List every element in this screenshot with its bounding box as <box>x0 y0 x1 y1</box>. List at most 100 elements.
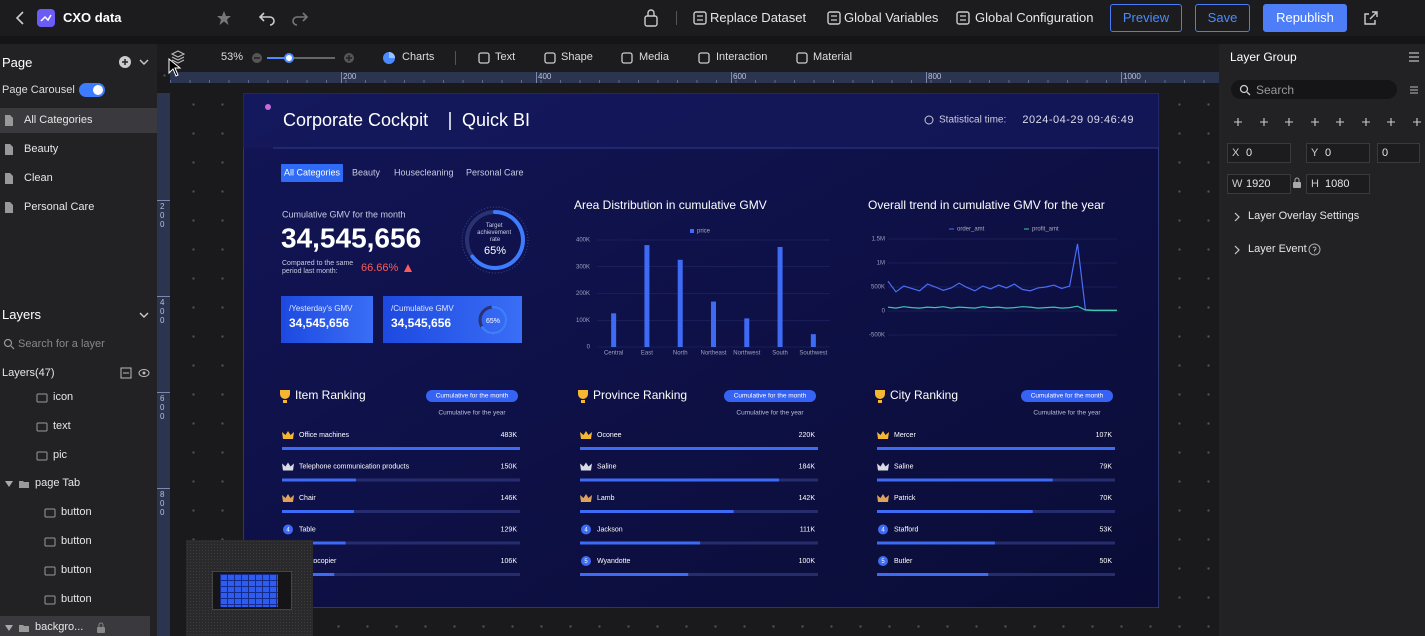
field[interactable]: H 1080 <box>1306 174 1370 194</box>
zoom-in[interactable] <box>343 52 355 64</box>
item-value: 220K <box>799 432 816 439</box>
expand-arrow[interactable] <box>1233 212 1241 222</box>
align-button[interactable] <box>1412 117 1422 127</box>
tab-month[interactable]: Cumulative for the month <box>734 393 807 400</box>
ruler-tick <box>157 296 170 297</box>
section-title[interactable]: Layer Overlay Settings <box>1248 210 1360 222</box>
header-button[interactable]: Republish <box>1263 4 1347 32</box>
item-name: Saline <box>894 463 914 470</box>
share-button[interactable] <box>1363 10 1379 26</box>
layer-icon <box>36 451 48 461</box>
expand-arrow[interactable] <box>4 624 14 632</box>
zoom-knob[interactable] <box>284 53 294 63</box>
header-button[interactable]: Preview <box>1110 4 1182 32</box>
tool-button[interactable]: Text <box>495 51 516 63</box>
visibility[interactable] <box>138 367 150 379</box>
page-item[interactable]: Clean <box>0 166 157 191</box>
search-box[interactable]: Search <box>1231 80 1397 99</box>
header-button[interactable]: Save <box>1195 4 1250 32</box>
x-tick-label: South <box>772 351 788 357</box>
ruler-label: 800 <box>160 490 165 517</box>
expand-arrow[interactable] <box>4 480 14 488</box>
page-item[interactable]: Beauty <box>0 137 157 162</box>
tool-button[interactable]: Interaction <box>716 51 768 63</box>
layer-item[interactable]: button <box>0 530 157 554</box>
tool-button[interactable]: Material <box>813 51 853 63</box>
back-button[interactable] <box>13 10 27 26</box>
expand-arrow[interactable] <box>1233 245 1241 255</box>
compare-label: Compared to the same period last month: <box>282 260 355 275</box>
item-value: 107K <box>1096 432 1113 439</box>
layer-item[interactable]: button <box>0 501 157 525</box>
header: CXO data Replace Dataset Global Variables G… <box>0 0 1425 36</box>
align-button[interactable] <box>1310 117 1320 127</box>
kpi-card <box>383 296 522 343</box>
tab-month[interactable]: Cumulative for the month <box>1031 393 1104 400</box>
undo-button[interactable] <box>258 10 276 26</box>
redo-button[interactable] <box>291 10 309 26</box>
card-label: /Yesterday's GMV <box>289 304 353 313</box>
y-tick-label: 200K <box>576 291 590 297</box>
layers-toggle[interactable] <box>171 50 185 64</box>
doc-title: CXO data <box>63 10 122 25</box>
bar <box>611 313 617 347</box>
layer-item[interactable]: text <box>0 415 157 439</box>
tab-year[interactable]: Cumulative for the year <box>736 410 804 417</box>
field[interactable]: 0 <box>1377 143 1420 163</box>
tab-year[interactable]: Cumulative for the year <box>1033 410 1101 417</box>
action-button[interactable]: Global Configuration <box>975 10 1094 25</box>
tab[interactable]: Personal Care <box>466 167 524 177</box>
tab-month[interactable]: Cumulative for the month <box>436 393 509 400</box>
layer-item[interactable]: page Tab <box>0 472 157 496</box>
action-button[interactable]: Replace Dataset <box>710 10 807 25</box>
tool-button[interactable]: Media <box>639 51 669 63</box>
tab[interactable]: Housecleaning <box>394 167 454 177</box>
ruler-top: 200400600800100012001400160018002000 <box>170 72 1336 83</box>
layer-item[interactable]: backgro... <box>0 616 150 636</box>
chart-title: Area Distribution in cumulative GMV <box>574 198 767 212</box>
action-button[interactable]: Global Variables <box>844 10 939 25</box>
tab-month-bg <box>724 390 816 402</box>
x-tick-label: Central <box>604 351 623 357</box>
favorite-button[interactable] <box>216 10 232 26</box>
filter[interactable] <box>1409 85 1419 95</box>
collapse-all[interactable] <box>120 367 132 379</box>
bar <box>810 334 816 347</box>
ratio-lock[interactable] <box>1292 177 1302 189</box>
panel-menu[interactable] <box>1408 51 1420 63</box>
item-name: Chair <box>299 495 316 502</box>
align-button[interactable] <box>1361 117 1371 127</box>
tool-button[interactable]: Shape <box>561 51 593 63</box>
collapse[interactable] <box>138 56 150 68</box>
align-button[interactable] <box>1284 117 1294 127</box>
item-value: 100K <box>799 558 816 565</box>
layer-item[interactable]: button <box>0 559 157 583</box>
tab[interactable]: All Categories <box>284 167 341 177</box>
search-icon <box>1239 84 1251 96</box>
align-button[interactable] <box>1233 117 1243 127</box>
layer-item[interactable]: button <box>0 588 157 612</box>
collapse[interactable] <box>138 309 150 321</box>
section-title[interactable]: Layer Event <box>1248 243 1307 255</box>
decor-dot <box>265 104 271 110</box>
align-button[interactable] <box>1386 117 1396 127</box>
item-bar <box>877 510 1033 513</box>
page-item[interactable]: Personal Care <box>0 195 157 220</box>
field[interactable]: W 1920 <box>1227 174 1291 194</box>
item-bar <box>282 447 520 450</box>
align-button[interactable] <box>1259 117 1269 127</box>
tab[interactable]: Beauty <box>352 167 381 177</box>
layer-item[interactable]: pic <box>0 444 157 468</box>
tool-button[interactable]: Charts <box>402 51 435 63</box>
tab-year[interactable]: Cumulative for the year <box>438 410 506 417</box>
item-value: 483K <box>501 432 518 439</box>
add-page[interactable] <box>118 55 132 69</box>
page-item[interactable]: All Categories <box>0 108 157 133</box>
align-button[interactable] <box>1335 117 1345 127</box>
layer-item[interactable]: icon <box>0 386 157 410</box>
lock-button[interactable] <box>643 9 659 27</box>
zoom-out[interactable] <box>251 52 263 64</box>
layer-search[interactable]: Search for a layer <box>18 338 105 350</box>
